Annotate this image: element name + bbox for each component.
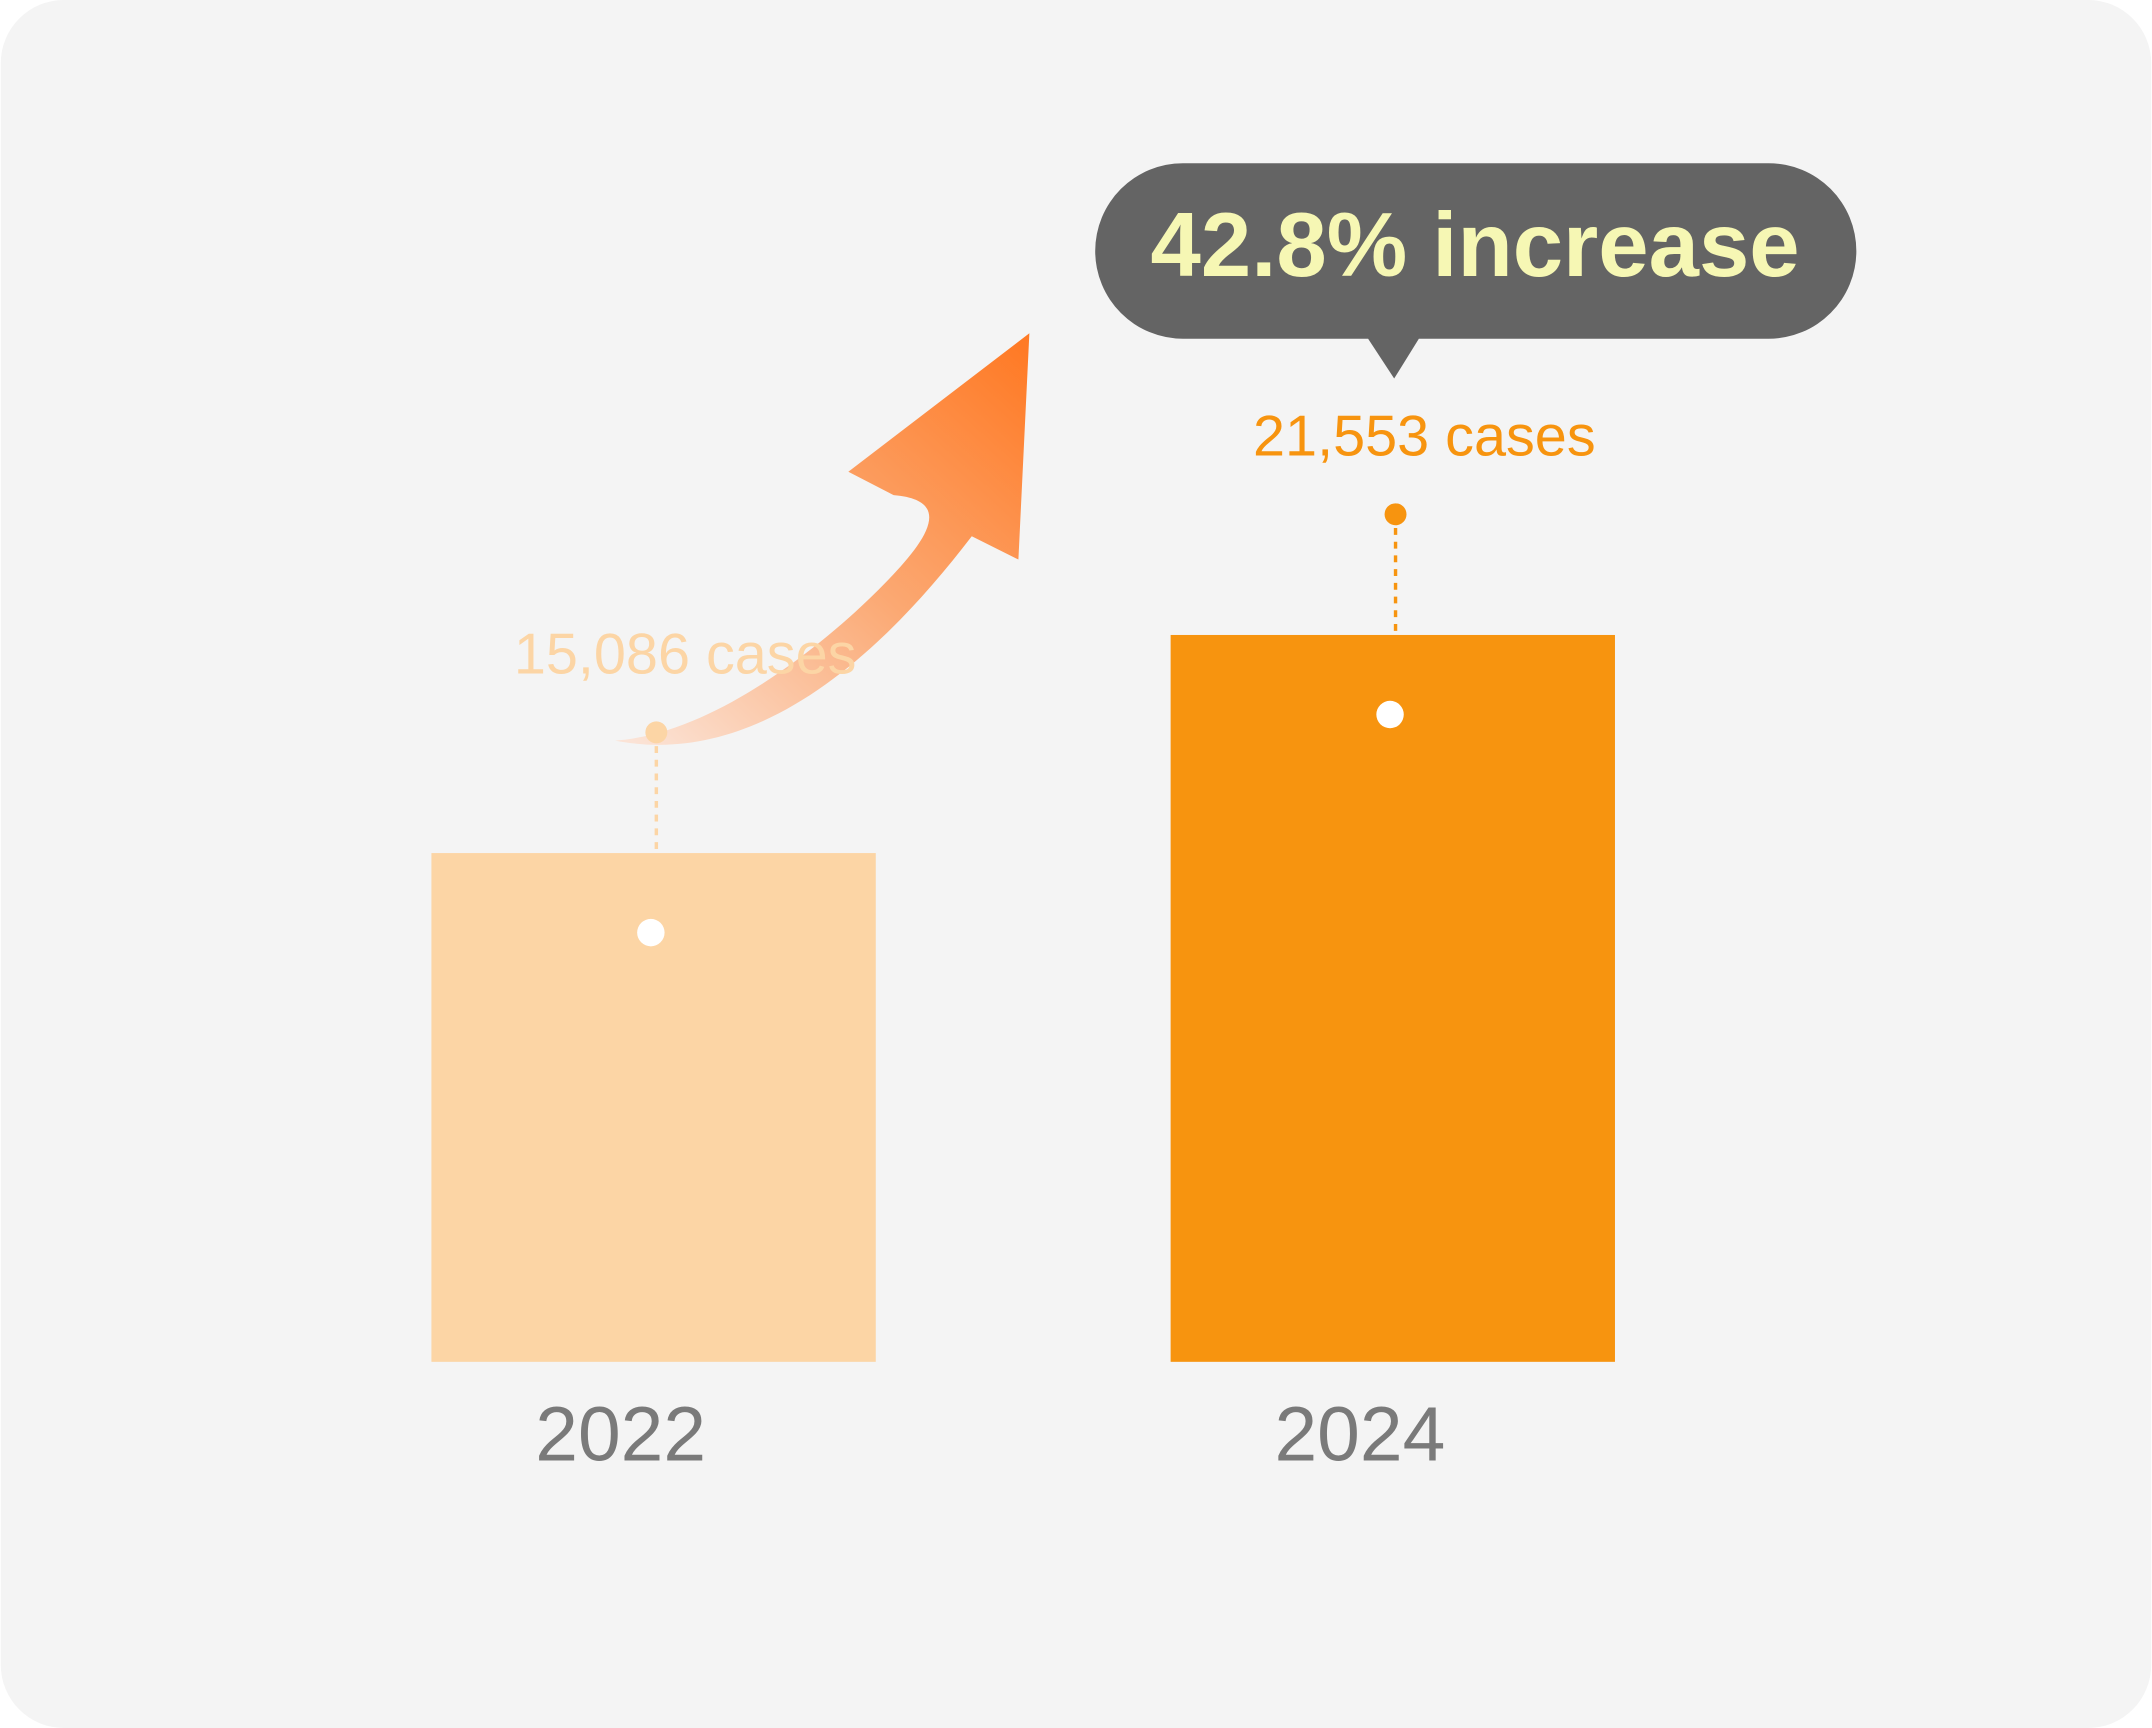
plot-area: 15,086 cases 2022 21,553 cases 2024: [431, 404, 1615, 1477]
leader-dot: [645, 721, 668, 744]
callout-bubble: [1095, 163, 1857, 379]
x-tick-label: 2022: [535, 1391, 706, 1477]
x-tick-label: 2024: [1274, 1391, 1445, 1477]
bar-dot: [1376, 700, 1404, 729]
leader-dot: [1384, 503, 1407, 526]
value-label: 15,086 cases: [514, 623, 857, 687]
increase-arrow: [615, 333, 1030, 745]
bar: [1170, 634, 1615, 1362]
callout-text: 42.8% increase: [1151, 195, 1800, 296]
bar-dot: [637, 918, 665, 947]
value-label: 21,553 cases: [1253, 404, 1596, 468]
